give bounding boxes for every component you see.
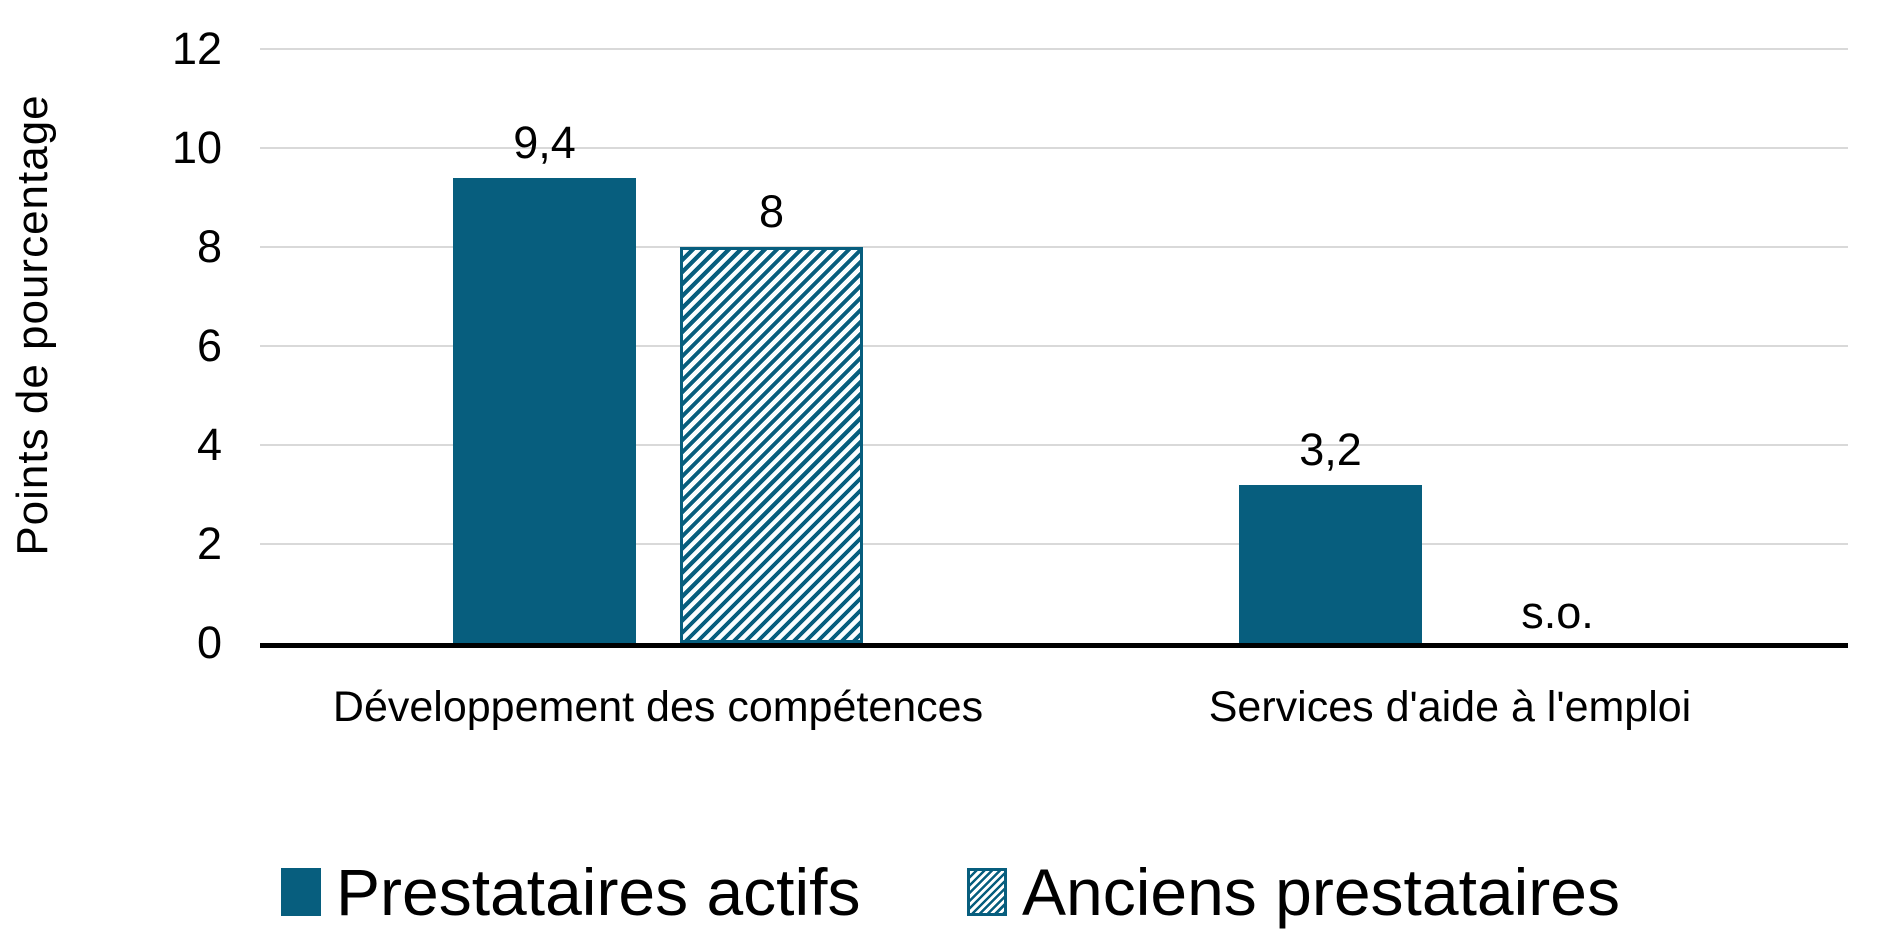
gridline-8 bbox=[260, 246, 1848, 248]
value-label-9,4: 9,4 bbox=[513, 116, 576, 168]
legend-item-prestataires-actifs: Prestataires actifs bbox=[281, 852, 861, 932]
y-tick-label-8: 8 bbox=[196, 221, 222, 272]
gridline-2 bbox=[260, 543, 1848, 545]
legend-swatch-hatched-icon bbox=[967, 868, 1007, 916]
gridline-4 bbox=[260, 444, 1848, 446]
legend-item-anciens-prestataires: Anciens prestataires bbox=[967, 852, 1620, 932]
gridline-12 bbox=[260, 48, 1848, 50]
y-tick-label-6: 6 bbox=[196, 320, 222, 371]
y-tick-label-0: 0 bbox=[196, 617, 222, 668]
bar-solid-group2 bbox=[1239, 484, 1422, 643]
bar-hatched-group1 bbox=[680, 247, 863, 643]
not-applicable-label: s.o. bbox=[1521, 587, 1594, 638]
y-tick-label-2: 2 bbox=[196, 518, 222, 569]
gridline-6 bbox=[260, 345, 1848, 347]
category-label-developpement-des-competences: Développement des compétences bbox=[332, 683, 984, 731]
value-label-8: 8 bbox=[758, 186, 785, 237]
y-tick-label-12: 12 bbox=[171, 23, 222, 74]
legend-label-anciens-prestataires: Anciens prestataires bbox=[1022, 855, 1620, 929]
legend-swatch-solid-icon bbox=[281, 868, 321, 916]
y-tick-label-10: 10 bbox=[171, 122, 222, 173]
x-axis-line bbox=[260, 643, 1848, 648]
value-label-3,2: 3,2 bbox=[1299, 423, 1362, 475]
plot-area: 9,4 8 3,2 s.o. bbox=[260, 0, 1848, 648]
y-tick-label-4: 4 bbox=[196, 419, 222, 470]
gridline-10 bbox=[260, 147, 1848, 149]
bar-solid-group1 bbox=[453, 177, 636, 643]
category-label-services-aide-emploi: Services d'aide à l'emploi bbox=[1208, 683, 1692, 731]
legend-label-prestataires-actifs: Prestataires actifs bbox=[336, 855, 861, 929]
